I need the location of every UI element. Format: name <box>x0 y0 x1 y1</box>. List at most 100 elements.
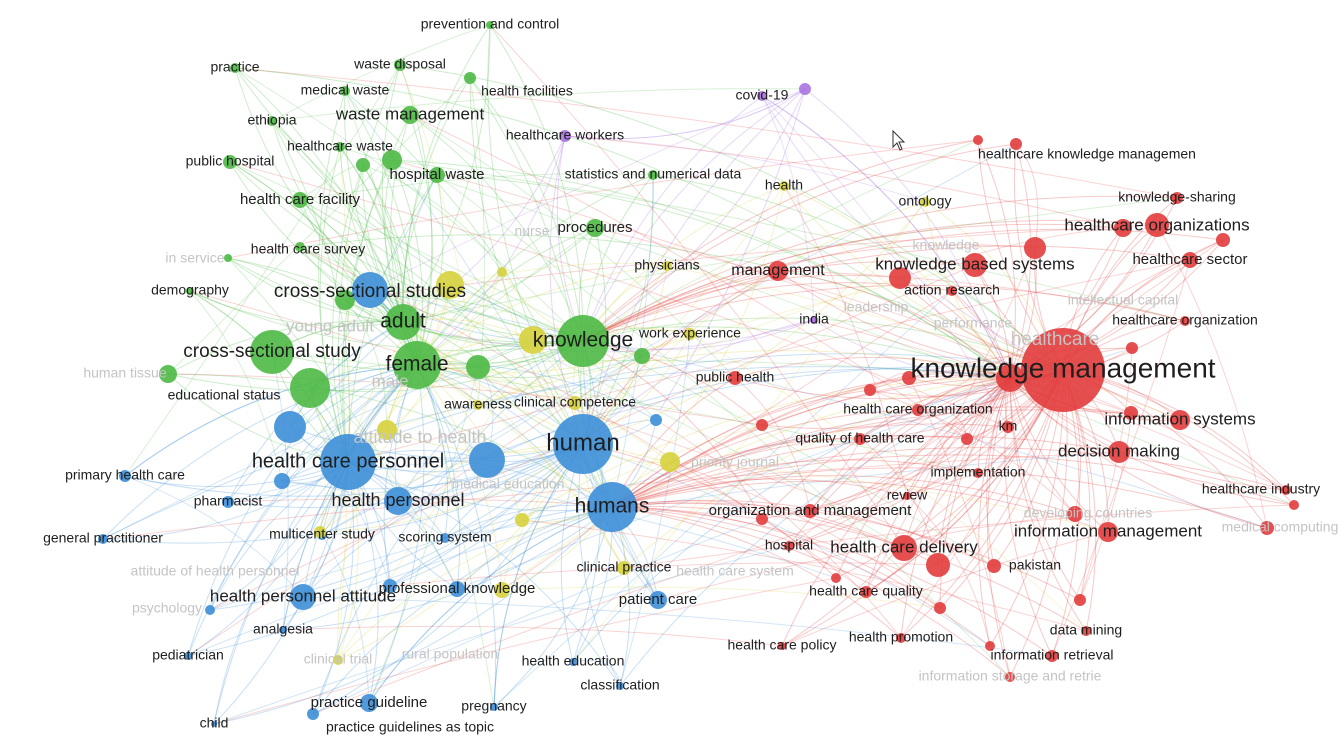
edge <box>302 596 1053 657</box>
edge <box>399 64 1064 371</box>
edge <box>582 143 1017 342</box>
edge <box>409 114 736 379</box>
edge <box>903 377 1011 549</box>
node-label: health personnel <box>331 490 464 510</box>
edge <box>124 64 401 477</box>
node <box>267 116 277 126</box>
edge <box>347 461 621 687</box>
edge <box>312 518 763 715</box>
edge <box>416 364 671 463</box>
edge <box>564 135 926 203</box>
edge <box>347 443 584 473</box>
node <box>497 267 507 277</box>
edge <box>416 364 659 601</box>
edge <box>389 443 584 587</box>
edge <box>859 438 939 566</box>
edge <box>368 506 613 704</box>
edge <box>521 424 763 521</box>
edge <box>761 95 815 321</box>
edge <box>189 290 404 327</box>
node <box>186 287 194 295</box>
node <box>486 21 494 29</box>
edge <box>1015 143 1039 249</box>
edge <box>409 114 584 342</box>
node <box>205 605 215 615</box>
edge <box>167 77 471 375</box>
node <box>586 219 604 237</box>
edge <box>299 234 1064 371</box>
edge <box>777 270 1011 379</box>
edge <box>611 377 910 508</box>
node-label: healthcare organization <box>1112 312 1258 328</box>
edge <box>900 377 1011 639</box>
node-label: medical waste <box>301 82 390 98</box>
edge <box>102 366 1011 540</box>
edge <box>402 321 625 569</box>
node-label: awareness <box>444 396 512 412</box>
edge <box>337 364 418 661</box>
node-label: human <box>546 429 619 456</box>
node-label: information retrieval <box>991 647 1114 663</box>
edge <box>416 135 566 366</box>
edge <box>977 139 1016 379</box>
edge <box>611 377 1011 508</box>
node-label: healthcare sector <box>1132 251 1247 268</box>
node <box>352 272 388 308</box>
edge <box>416 363 657 421</box>
edge <box>312 472 979 715</box>
edge <box>362 164 418 366</box>
edge <box>369 289 584 343</box>
node-label: health <box>765 177 803 193</box>
edge <box>611 438 861 508</box>
edge <box>835 377 1011 579</box>
node <box>649 591 667 609</box>
node-label: practice guideline <box>311 694 428 711</box>
edge <box>187 506 613 657</box>
edge <box>187 364 418 657</box>
edge <box>416 359 1011 379</box>
node <box>1024 237 1046 259</box>
node-label: patient care <box>619 591 697 608</box>
node <box>756 513 768 525</box>
edge <box>659 88 806 411</box>
edge <box>669 461 941 609</box>
edge <box>594 227 1181 421</box>
edge <box>281 443 584 490</box>
edge <box>399 64 433 366</box>
node <box>1067 506 1083 522</box>
edge <box>339 146 1295 506</box>
node <box>290 584 316 610</box>
edge <box>859 377 1011 440</box>
edge <box>652 174 1064 371</box>
node <box>1170 410 1190 430</box>
edge <box>234 67 584 342</box>
edge <box>582 274 901 342</box>
edge <box>189 290 995 567</box>
node <box>224 254 232 262</box>
edge <box>869 389 1076 515</box>
faded-label: in service <box>165 250 224 266</box>
edge <box>383 364 418 587</box>
edge <box>1009 247 1037 379</box>
edge <box>487 24 584 445</box>
edge <box>582 270 779 445</box>
node <box>384 487 412 515</box>
edge <box>167 373 763 426</box>
node <box>440 533 450 543</box>
edge <box>501 369 1064 591</box>
edge <box>582 319 815 445</box>
edge <box>564 135 1124 229</box>
node <box>436 271 464 299</box>
edge <box>578 443 621 687</box>
edge <box>489 24 905 549</box>
edge <box>734 356 1011 379</box>
edge <box>318 90 349 463</box>
edge <box>582 88 806 445</box>
node-label: primary health care <box>65 467 185 483</box>
edge <box>582 88 806 342</box>
edge <box>582 195 1178 342</box>
node-label: information management <box>1014 521 1202 540</box>
node-label: health promotion <box>849 629 953 645</box>
node-label: clinical competence <box>514 394 636 410</box>
edge <box>347 271 503 463</box>
